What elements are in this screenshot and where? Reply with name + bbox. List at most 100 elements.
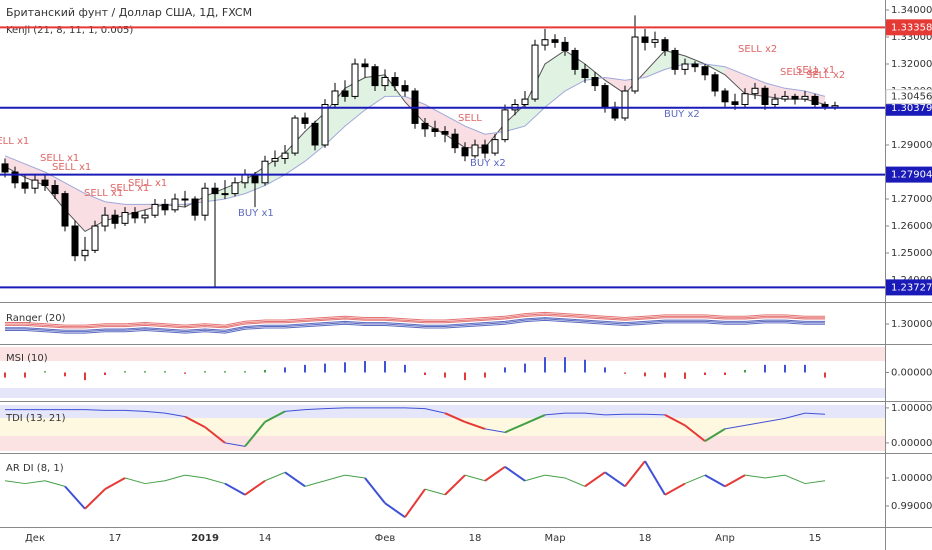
kenji-fill [365, 74, 385, 110]
level-label: 1.30379 [891, 103, 932, 114]
y-tick-label: 1.34000 [891, 5, 932, 16]
msi-bar [724, 372, 726, 376]
candle-body [681, 63, 689, 70]
signal-label: SELL x1 [84, 188, 123, 199]
candle-body [581, 68, 589, 78]
candle-body [311, 122, 319, 146]
indicator-segment [484, 428, 506, 433]
indicator-segment [4, 480, 26, 485]
candle-body [51, 185, 59, 195]
candle-body [491, 139, 499, 154]
x-tick-label: Апр [715, 533, 735, 544]
y-tick-label: 0.00000 [891, 368, 932, 379]
kenji-fill [645, 50, 665, 78]
candle-body [301, 117, 309, 124]
msi-bar [64, 372, 66, 377]
kenji-fill [265, 153, 285, 186]
indicator-segment [584, 471, 606, 488]
indicator-segment [404, 488, 426, 518]
candle-body [321, 104, 329, 146]
indicator-segment [64, 485, 86, 510]
candle-body [721, 90, 729, 103]
msi-bar [444, 372, 446, 378]
candle-body [421, 122, 429, 130]
candle-body [151, 203, 159, 216]
indicator-segment [724, 424, 746, 430]
msi-bar [364, 361, 366, 373]
indicator-segment [204, 477, 226, 485]
pane-title: Ranger (20) [6, 313, 66, 324]
candle-body [241, 174, 249, 184]
candle-body [351, 63, 359, 97]
candle-body [21, 182, 29, 189]
indicator-segment [604, 471, 626, 488]
y-tick-label: 1.00000 [891, 473, 932, 484]
indicator-segment [684, 474, 706, 485]
kenji-fill [465, 126, 485, 148]
indicator-segment [764, 417, 786, 423]
y-tick-label: 0.00000 [891, 438, 932, 449]
pane-title: MSI (10) [6, 353, 48, 364]
candle-body [801, 95, 809, 100]
msi-bar [604, 367, 606, 373]
indicator-segment [784, 412, 806, 419]
level-label: 1.33358 [891, 22, 932, 33]
indicator-segment [464, 474, 486, 482]
indicator-segment [724, 474, 746, 488]
level-label-box [886, 166, 932, 183]
candle-body [501, 109, 509, 141]
candle-body [371, 66, 379, 87]
candle-body [61, 193, 69, 227]
level-label-box [886, 279, 932, 296]
indicator-segment [644, 413, 666, 416]
indicator-segment [624, 460, 646, 487]
indicator-segment [504, 422, 526, 434]
msi-bar [464, 372, 466, 381]
indicator-segment [164, 412, 186, 418]
indicator-segment [424, 408, 446, 414]
indicator-segment [144, 480, 166, 485]
candle-body [781, 95, 789, 100]
candle-body [271, 158, 279, 162]
msi-band [0, 388, 885, 398]
candle-body [641, 36, 649, 43]
indicator-segment [24, 480, 46, 485]
signal-label: SELL [458, 113, 482, 124]
x-tick-label: 17 [109, 533, 122, 544]
signal-label: SELL x2 [738, 44, 777, 55]
signal-label: SELL x2 [780, 67, 819, 78]
level-label-box [886, 19, 932, 36]
msi-bar [624, 372, 626, 374]
kenji-fill [545, 50, 565, 108]
candle-body [171, 198, 179, 211]
pane-title: AR DI (8, 1) [6, 463, 64, 474]
candle-body [91, 225, 99, 251]
msi-bar [744, 369, 746, 373]
tdi-band [0, 405, 885, 418]
msi-bar [544, 357, 546, 373]
indicator-segment [564, 477, 586, 487]
last-price-box [885, 89, 932, 105]
y-tick-label: 0.99000 [891, 501, 932, 512]
y-tick-label: 1.32000 [891, 59, 932, 70]
msi-bar [144, 371, 146, 373]
candle-body [221, 193, 229, 196]
pane-title: TDI (13, 21) [5, 413, 66, 424]
candle-body [481, 144, 489, 154]
indicator-segment [804, 412, 826, 415]
indicator-segment [744, 474, 766, 479]
candle-body [811, 95, 819, 106]
candle-body [541, 39, 549, 46]
msi-bar [244, 371, 246, 373]
msi-bar [524, 363, 526, 373]
ranger-line [5, 313, 825, 328]
msi-bar [124, 371, 126, 373]
candle-body [761, 87, 769, 106]
y-tick-label: 1.00000 [891, 403, 932, 414]
msi-bar [584, 359, 586, 373]
candle-body [71, 225, 79, 257]
indicator-segment [704, 428, 726, 443]
chart-title: Британский фунт / Доллар США, 1Д, FXCM [6, 6, 252, 19]
candle-body [101, 214, 109, 227]
